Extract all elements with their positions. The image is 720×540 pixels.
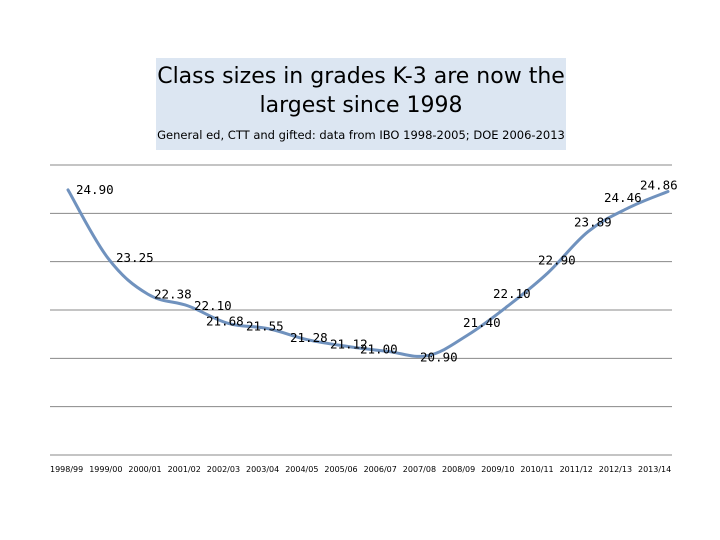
data-label: 24.86 [640,178,678,193]
data-label: 24.90 [76,182,114,197]
data-label: 21.55 [246,319,284,334]
x-tick-label: 2010/11 [520,465,553,474]
x-tick-label: 2000/01 [128,465,161,474]
data-label: 22.90 [538,253,576,268]
data-label: 22.38 [154,286,192,301]
series-layer [66,188,670,358]
x-tick-label: 2007/08 [403,465,436,474]
data-label: 22.10 [493,286,531,301]
data-label: 23.25 [116,250,154,265]
x-tick-label: 2006/07 [364,465,397,474]
data-label: 23.89 [574,215,612,230]
data-label: 21.12 [330,336,368,351]
x-tick-label: 2005/06 [324,465,357,474]
data-label: 22.10 [194,298,232,313]
data-label: 21.40 [463,315,501,330]
x-tick-label: 2004/05 [285,465,318,474]
x-tick-label: 2002/03 [207,465,240,474]
data-label: 20.90 [420,350,458,365]
x-tick-label: 2003/04 [246,465,279,474]
x-tick-label: 2008/09 [442,465,475,474]
chart-title-box: Class sizes in grades K-3 are now the la… [156,58,566,150]
x-tick-label: 2001/02 [168,465,201,474]
data-label: 21.68 [206,313,244,328]
x-tick-label: 2013/14 [638,465,671,474]
x-axis: 1998/99 1999/00 2000/01 2001/02 2002/03 2003/… [50,465,671,474]
grid-layer [50,164,672,456]
x-tick-label: 2012/13 [599,465,632,474]
data-label: 21.00 [360,341,398,356]
x-tick-label: 1998/99 [50,465,83,474]
chart-subtitle: General ed, CTT and gifted: data from IB… [157,128,565,142]
x-tick-label: 1999/00 [89,465,122,474]
data-label: 24.46 [604,190,642,205]
series-line [66,188,670,358]
chart-title: Class sizes in grades K-3 are now the la… [157,64,565,118]
x-tick-label: 2011/12 [560,465,593,474]
x-tick-label: 2009/10 [481,465,514,474]
data-label: 21.28 [290,330,328,345]
